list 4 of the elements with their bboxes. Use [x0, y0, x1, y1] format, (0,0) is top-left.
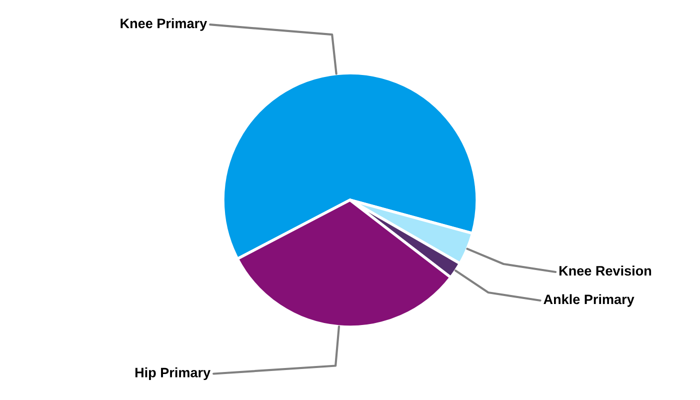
- slice-label: Knee Primary: [120, 18, 208, 31]
- slice-label: Ankle Primary: [544, 294, 634, 307]
- slice-label: Hip Primary: [135, 367, 210, 380]
- slice-label: Knee Revision: [559, 266, 652, 276]
